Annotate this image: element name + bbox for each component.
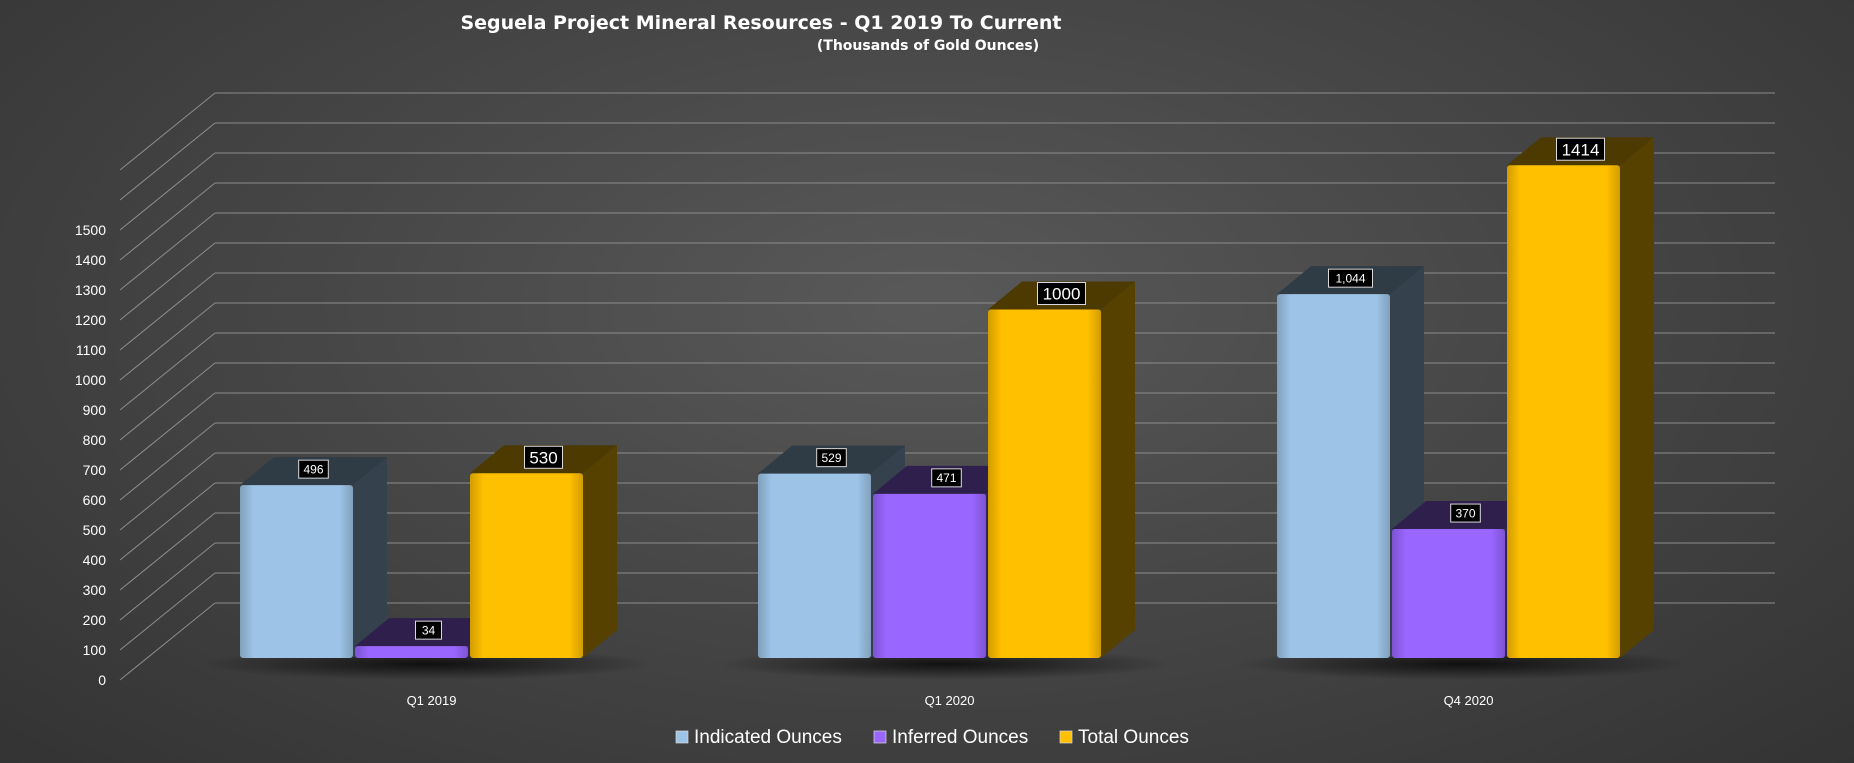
y-tick-label: 1000	[75, 372, 106, 388]
data-label-box	[524, 445, 563, 469]
y-axis-ticks: 0 100 200 300 400 500 600 700 800 900 1000 1100 1200…	[75, 222, 106, 688]
data-label-box	[298, 459, 329, 479]
gridline-side	[119, 542, 216, 621]
data-label-box	[1328, 268, 1373, 288]
gridline-side	[119, 452, 216, 531]
y-tick-label: 1300	[75, 282, 106, 298]
gridline-side	[119, 482, 216, 561]
bar-side	[1101, 281, 1135, 658]
legend-label: Indicated Ounces	[694, 727, 842, 748]
legend-swatch	[873, 730, 887, 744]
gridline-side	[119, 602, 216, 681]
gridline-side	[119, 122, 216, 201]
y-tick-label: 400	[83, 552, 107, 568]
y-tick-label: 600	[83, 492, 107, 508]
x-tick-label: Q1 2020	[925, 693, 975, 708]
y-tick-label: 700	[83, 462, 107, 478]
data-label-box	[1037, 282, 1086, 305]
data-label-box	[931, 468, 962, 488]
gridline-side	[119, 512, 216, 591]
y-tick-label: 500	[83, 522, 107, 538]
bars	[240, 137, 1654, 658]
gridline-side	[119, 572, 216, 651]
y-tick-label: 200	[83, 612, 107, 628]
bar	[355, 646, 468, 658]
legend-label: Inferred Ounces	[892, 727, 1028, 748]
bar	[470, 473, 583, 658]
data-label: 1414	[1562, 140, 1600, 159]
gridline-side	[119, 362, 216, 441]
x-tick-label: Q4 2020	[1444, 693, 1494, 708]
data-label: 529	[821, 451, 841, 465]
bar	[873, 493, 986, 658]
data-label-box	[1556, 137, 1605, 161]
bar-side	[1620, 137, 1654, 658]
data-label: 530	[529, 448, 557, 467]
y-tick-label: 300	[83, 582, 107, 598]
gridline-side	[119, 302, 216, 381]
bar	[1507, 165, 1620, 658]
y-tick-label: 800	[83, 432, 107, 448]
chart-title: Seguela Project Mineral Resources - Q1 2…	[460, 12, 1061, 34]
gridline-side	[119, 212, 216, 291]
data-labels: 496 34 530 529 471 1000 1,044 370 1414	[298, 137, 1605, 640]
data-label-box	[415, 620, 442, 640]
data-label: 471	[936, 471, 956, 485]
gridline-side	[119, 422, 216, 501]
y-tick-label: 900	[83, 402, 107, 418]
legend: Indicated Ounces Inferred Ounces Total Oun…	[675, 727, 1189, 748]
data-label: 1000	[1043, 285, 1081, 304]
legend-swatch	[675, 730, 689, 744]
gridline-side	[119, 152, 216, 231]
bar-side	[353, 457, 387, 658]
x-axis-categories: Q1 2019 Q1 2020 Q4 2020	[407, 693, 1494, 708]
data-label-box	[816, 448, 847, 468]
bar	[1277, 294, 1390, 658]
gridline-side	[119, 332, 216, 411]
legend-swatch	[1059, 730, 1073, 744]
y-tick-label: 100	[83, 642, 107, 658]
data-label: 1,044	[1335, 271, 1365, 285]
y-tick-label: 1100	[76, 342, 106, 358]
data-label: 370	[1455, 506, 1475, 520]
data-label-box	[1450, 503, 1481, 523]
gridline-side	[119, 242, 216, 321]
gridline-side	[119, 92, 216, 171]
bar	[988, 309, 1101, 658]
gridline-side	[119, 182, 216, 261]
bar-side	[583, 445, 617, 658]
chart-subtitle: (Thousands of Gold Ounces)	[817, 38, 1039, 54]
x-tick-label: Q1 2019	[407, 693, 457, 708]
bar	[240, 485, 353, 658]
legend-label: Total Ounces	[1078, 727, 1189, 748]
y-tick-label: 1200	[75, 312, 106, 328]
data-label: 496	[303, 462, 323, 476]
y-tick-label: 0	[98, 672, 106, 688]
gridline-side	[119, 392, 216, 471]
data-label: 34	[422, 623, 436, 637]
y-tick-label: 1400	[75, 252, 106, 268]
gridline-side	[119, 272, 216, 351]
y-tick-label: 1500	[75, 222, 106, 238]
bar	[758, 473, 871, 658]
bar	[1392, 529, 1505, 658]
